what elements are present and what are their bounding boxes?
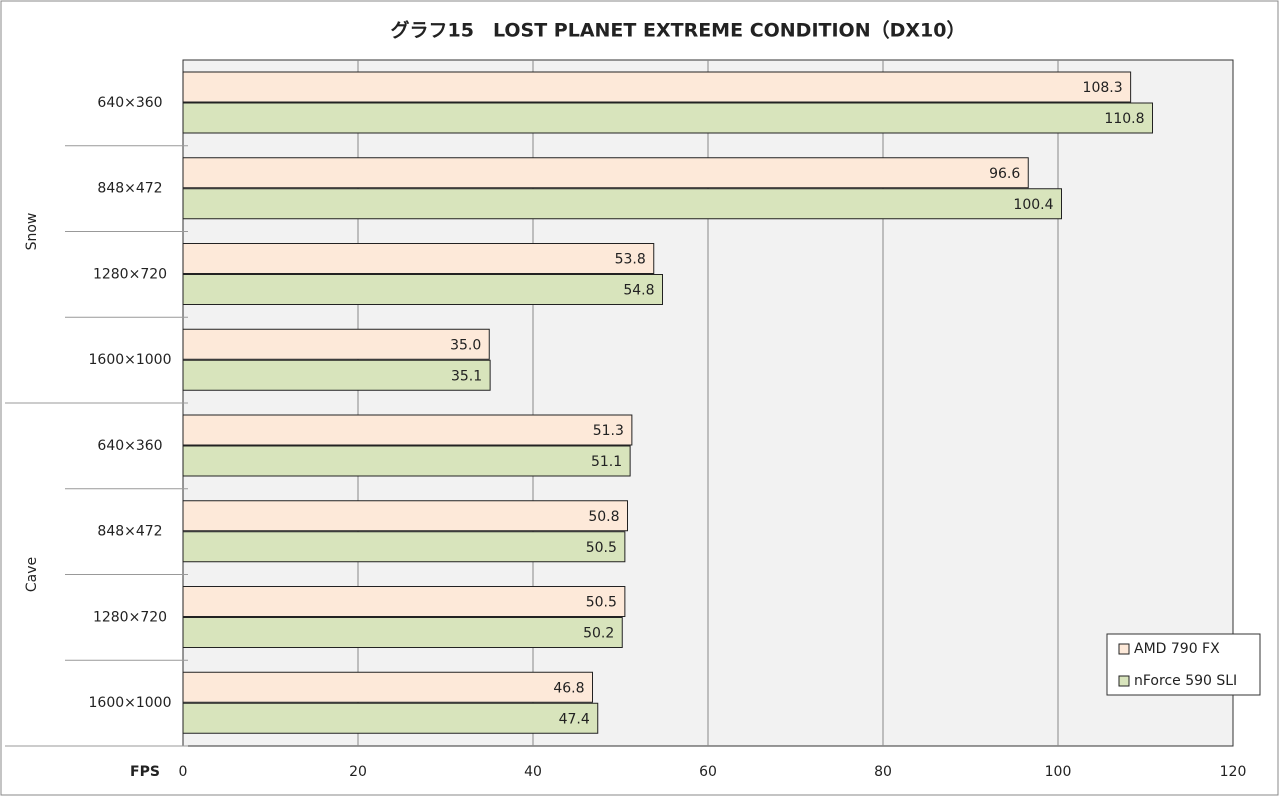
data-label: 51.1 [591,454,622,470]
data-label: 46.8 [553,680,584,696]
legend-swatch [1118,675,1130,687]
legend-box [1106,633,1261,696]
bar [182,671,593,703]
data-label: 35.0 [450,337,481,353]
chart-title: グラフ15 LOST PLANET EXTREME CONDITION（DX10… [391,19,966,42]
group-label: Cave [24,557,40,592]
data-label: 54.8 [623,283,654,299]
y-tick-label: 1600×1000 [89,695,172,711]
bar [182,102,1153,134]
bar [182,328,490,360]
group-label: Snow [24,213,40,251]
x-tick-label: 40 [524,764,542,780]
data-label: 96.6 [989,166,1020,182]
data-label: 53.8 [615,252,646,268]
legend-label: AMD 790 FX [1134,641,1220,657]
x-tick-label: 120 [1220,764,1247,780]
y-tick-label: 848×472 [97,524,162,540]
x-tick-label: 60 [699,764,717,780]
data-label: 50.5 [586,540,617,556]
data-label: 108.3 [1083,80,1123,96]
y-tick-label: 1280×720 [93,609,167,625]
data-label: 50.2 [583,626,614,642]
x-axis-label: FPS [130,764,160,780]
legend-label: nForce 590 SLI [1134,673,1237,689]
data-label: 50.8 [588,509,619,525]
legend-swatch [1118,643,1130,655]
bar [182,188,1062,220]
x-tick-label: 0 [179,764,188,780]
bar [182,617,623,648]
bar [182,500,628,532]
bar [182,531,626,563]
data-label: 51.3 [593,423,624,439]
bar [182,71,1132,103]
y-tick-label: 848×472 [97,181,162,197]
y-tick-label: 640×360 [97,438,162,454]
x-tick-label: 20 [349,764,367,780]
bar [182,157,1029,189]
bar [182,274,663,305]
x-tick-label: 80 [874,764,892,780]
data-label: 50.5 [586,595,617,611]
data-label: 110.8 [1104,111,1144,127]
y-tick-label: 640×360 [97,95,162,111]
bar [182,586,626,617]
x-tick-label: 100 [1045,764,1072,780]
bar [182,359,491,391]
y-tick-label: 1600×1000 [89,352,172,368]
data-label: 35.1 [451,368,482,384]
y-tick-label: 1280×720 [93,266,167,282]
bar [182,243,655,274]
bar [182,445,631,477]
data-label: 47.4 [559,711,590,727]
bar [182,702,599,734]
bar [182,414,633,446]
data-label: 100.4 [1013,197,1053,213]
